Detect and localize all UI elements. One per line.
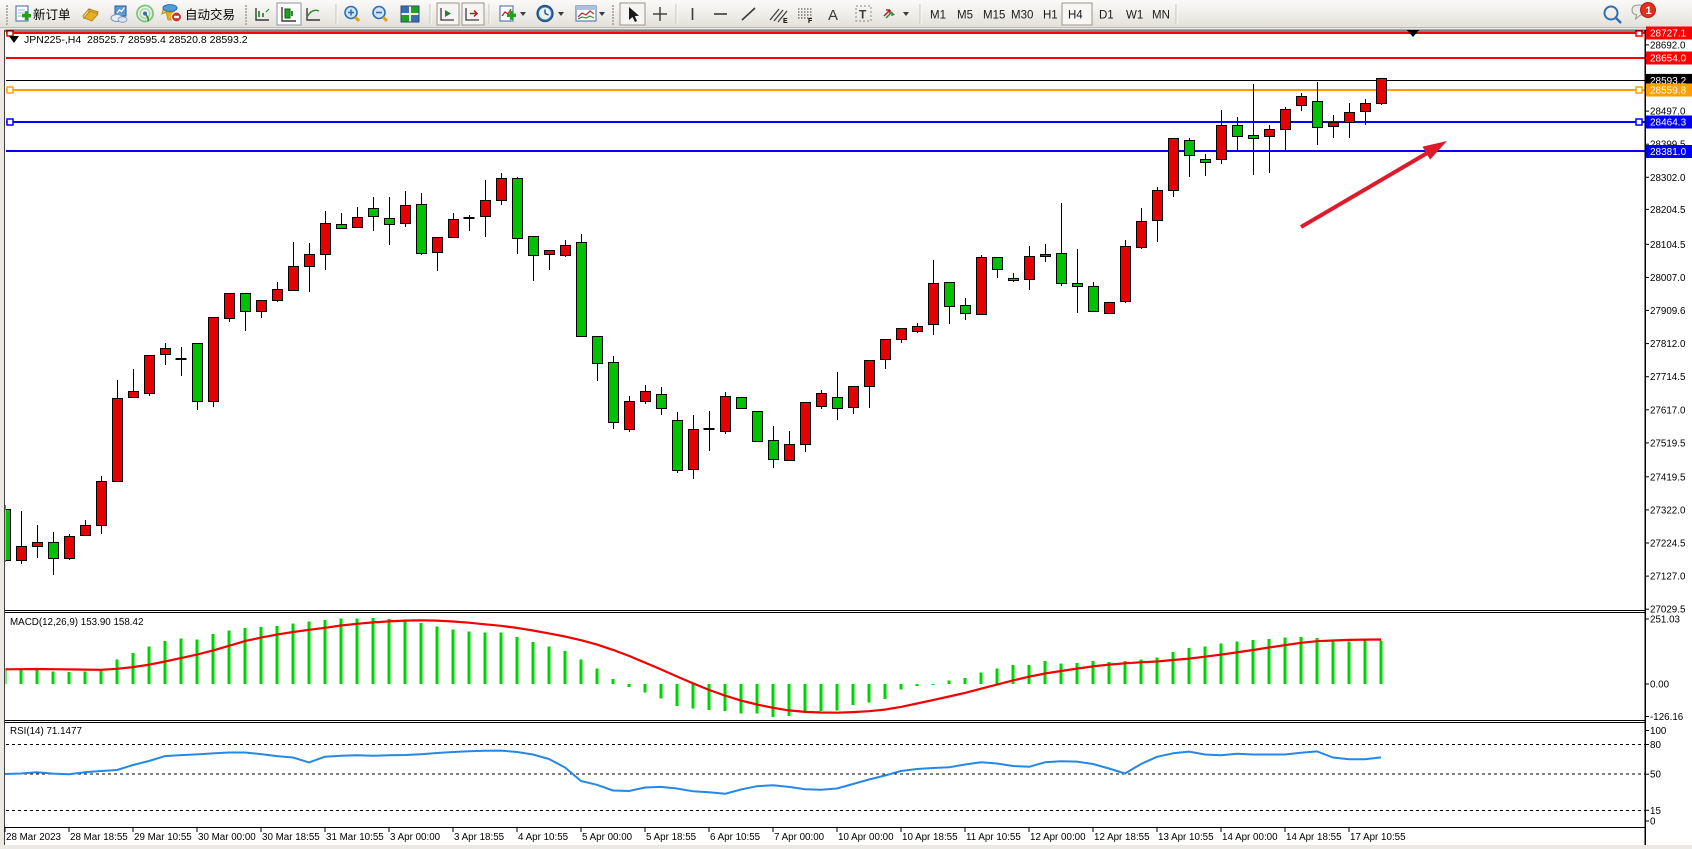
svg-text:30 Mar 18:55: 30 Mar 18:55 [262, 832, 320, 843]
svg-text:自动交易: 自动交易 [185, 7, 235, 22]
svg-text:14 Apr 18:55: 14 Apr 18:55 [1286, 832, 1342, 843]
svg-text:1: 1 [1646, 5, 1652, 17]
svg-text:M5: M5 [957, 10, 973, 22]
svg-text:W1: W1 [1126, 10, 1143, 22]
svg-text:27909.6: 27909.6 [1650, 306, 1686, 317]
svg-text:28593.2: 28593.2 [1650, 76, 1687, 87]
svg-text:12 Apr 00:00: 12 Apr 00:00 [1030, 832, 1086, 843]
svg-text:10 Apr 18:55: 10 Apr 18:55 [902, 832, 958, 843]
svg-text:12 Apr 18:55: 12 Apr 18:55 [1094, 832, 1150, 843]
svg-text:RSI(14) 71.1477: RSI(14) 71.1477 [10, 726, 82, 737]
svg-text:D1: D1 [1099, 10, 1114, 22]
svg-text:50: 50 [1650, 770, 1661, 781]
svg-text:30 Mar 00:00: 30 Mar 00:00 [198, 832, 256, 843]
svg-text:11 Apr 10:55: 11 Apr 10:55 [966, 832, 1021, 843]
svg-text:0.00: 0.00 [1650, 680, 1670, 691]
svg-text:A: A [828, 7, 838, 24]
svg-text:28727.1: 28727.1 [1650, 29, 1687, 40]
svg-text:27812.0: 27812.0 [1650, 339, 1686, 350]
svg-text:MN: MN [1152, 10, 1170, 22]
svg-text:H1: H1 [1043, 10, 1058, 22]
svg-text:28692.0: 28692.0 [1650, 40, 1686, 51]
svg-text:-126.16: -126.16 [1650, 712, 1684, 723]
svg-text:新订单: 新订单 [33, 7, 71, 22]
svg-text:3 Apr 00:00: 3 Apr 00:00 [390, 832, 441, 843]
svg-text:28007.0: 28007.0 [1650, 273, 1686, 284]
svg-text:29 Mar 10:55: 29 Mar 10:55 [134, 832, 192, 843]
svg-text:MACD(12,26,9) 153.90 158.42: MACD(12,26,9) 153.90 158.42 [10, 617, 143, 628]
svg-text:27714.5: 27714.5 [1650, 372, 1686, 383]
svg-text:251.03: 251.03 [1650, 615, 1681, 626]
svg-text:M30: M30 [1011, 10, 1033, 22]
svg-text:17 Apr 10:55: 17 Apr 10:55 [1350, 832, 1406, 843]
svg-text:27419.5: 27419.5 [1650, 472, 1686, 483]
svg-text:31 Mar 10:55: 31 Mar 10:55 [326, 832, 384, 843]
svg-text:27617.0: 27617.0 [1650, 405, 1686, 416]
svg-text:27519.5: 27519.5 [1650, 438, 1686, 449]
svg-text:T: T [859, 8, 867, 22]
svg-text:6 Apr 10:55: 6 Apr 10:55 [710, 832, 761, 843]
svg-text:27029.5: 27029.5 [1650, 605, 1686, 616]
svg-text:28 Mar 2023: 28 Mar 2023 [6, 832, 62, 843]
svg-text:M15: M15 [983, 10, 1005, 22]
svg-text:E: E [783, 18, 788, 25]
svg-text:0: 0 [1650, 817, 1656, 828]
svg-text:28381.0: 28381.0 [1650, 147, 1687, 158]
svg-text:M1: M1 [930, 10, 946, 22]
svg-text:4 Apr 10:55: 4 Apr 10:55 [518, 832, 569, 843]
svg-text:3 Apr 18:55: 3 Apr 18:55 [454, 832, 505, 843]
svg-text:28204.5: 28204.5 [1650, 205, 1686, 216]
svg-text:27322.0: 27322.0 [1650, 505, 1686, 516]
svg-text:27224.5: 27224.5 [1650, 539, 1686, 550]
svg-text:H4: H4 [1068, 10, 1083, 22]
svg-text:28497.0: 28497.0 [1650, 107, 1686, 118]
svg-text:10 Apr 00:00: 10 Apr 00:00 [838, 832, 894, 843]
svg-text:28104.5: 28104.5 [1650, 240, 1686, 251]
svg-text:100: 100 [1650, 726, 1667, 737]
svg-text:28559.8: 28559.8 [1650, 86, 1687, 97]
svg-text:15: 15 [1650, 806, 1661, 817]
svg-text:7 Apr 00:00: 7 Apr 00:00 [774, 832, 825, 843]
svg-text:27127.0: 27127.0 [1650, 572, 1686, 583]
svg-text:80: 80 [1650, 740, 1661, 751]
svg-text:5 Apr 18:55: 5 Apr 18:55 [646, 832, 697, 843]
svg-text:14 Apr 00:00: 14 Apr 00:00 [1222, 832, 1278, 843]
svg-text:28 Mar 18:55: 28 Mar 18:55 [70, 832, 128, 843]
svg-text:5 Apr 00:00: 5 Apr 00:00 [582, 832, 633, 843]
svg-text:28302.0: 28302.0 [1650, 173, 1686, 184]
svg-text:28464.3: 28464.3 [1650, 118, 1687, 129]
svg-text:F: F [808, 18, 813, 25]
svg-text:28654.0: 28654.0 [1650, 54, 1687, 65]
svg-text:13 Apr 10:55: 13 Apr 10:55 [1158, 832, 1214, 843]
svg-text:JPN225-,H4 28525.7 28595.4 28: JPN225-,H4 28525.7 28595.4 28520.8 28593… [24, 34, 248, 46]
